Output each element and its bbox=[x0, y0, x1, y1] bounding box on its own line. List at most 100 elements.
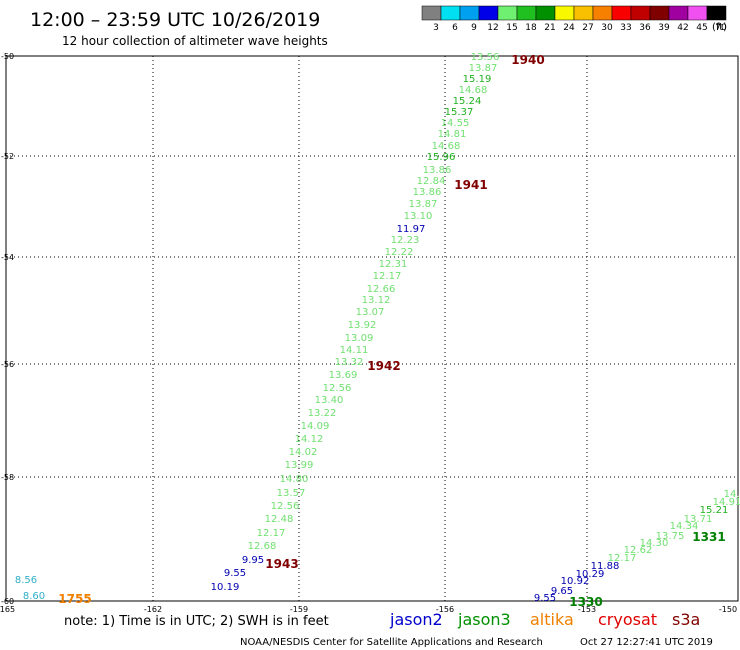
altimeter-tracks: 13.5613.8715.1914.6815.2415.3714.5514.81… bbox=[15, 52, 740, 609]
scale-swatch bbox=[668, 5, 689, 21]
wave-height-value: 14.80 bbox=[280, 474, 309, 485]
wave-height-value: 13.32 bbox=[335, 357, 364, 368]
wave-height-value: 13.99 bbox=[285, 460, 314, 471]
latitude-label: -56 bbox=[1, 360, 14, 369]
longitude-label: -156 bbox=[436, 605, 454, 614]
wave-height-value: 12.62 bbox=[624, 545, 653, 556]
wave-height-value: 14.55 bbox=[441, 118, 470, 129]
wave-height-value: 12.17 bbox=[373, 271, 402, 282]
scale-swatch bbox=[440, 5, 461, 21]
scale-swatch bbox=[687, 5, 708, 21]
scale-tick-label: 27 bbox=[582, 23, 593, 33]
footer-generated: Oct 27 12:27:41 UTC 2019 bbox=[580, 637, 713, 648]
wave-height-value: 13.92 bbox=[348, 320, 377, 331]
scale-tick-label: 15 bbox=[506, 23, 517, 33]
wave-height-value: 12.22 bbox=[385, 247, 414, 258]
scale-tick-label: 39 bbox=[658, 23, 670, 33]
latitude-label: -52 bbox=[1, 152, 14, 161]
scale-swatch bbox=[630, 5, 651, 21]
wave-height-value: 13.40 bbox=[315, 395, 344, 406]
wave-height-value: 13.87 bbox=[469, 63, 498, 74]
scale-tick-label: 9 bbox=[471, 23, 477, 33]
satellite-legend-item: jason3 bbox=[457, 610, 511, 629]
wave-height-value: 13.69 bbox=[329, 370, 358, 381]
wave-height-value: 14.68 bbox=[432, 141, 461, 152]
wave-height-value: 9.65 bbox=[551, 586, 573, 597]
wave-height-value: 13.86 bbox=[413, 187, 442, 198]
wave-height-value: 10.92 bbox=[561, 576, 590, 587]
longitude-label: -150 bbox=[719, 605, 737, 614]
wave-height-value: 14.81 bbox=[438, 129, 467, 140]
wave-height-value: 12.56 bbox=[323, 383, 352, 394]
satellite-legend-item: s3a bbox=[672, 610, 700, 629]
scale-swatch bbox=[649, 5, 670, 21]
time-label: 1941 bbox=[454, 178, 487, 192]
latitude-label: -58 bbox=[1, 473, 14, 482]
time-label: 1331 bbox=[692, 530, 725, 544]
longitude-label: -165 bbox=[0, 605, 15, 614]
wave-height-value: 13.75 bbox=[656, 531, 685, 542]
wave-height-value: 15.24 bbox=[453, 96, 482, 107]
wave-height-value: 9.55 bbox=[534, 593, 556, 604]
lat-lon-grid bbox=[6, 56, 738, 601]
wave-height-color-scale: 3 6 9 12 15 18 21 24 27 30 33 36 39 42 45 70 bbox=[421, 5, 727, 33]
time-label: 1943 bbox=[265, 557, 298, 571]
map-frame bbox=[5, 55, 739, 602]
wave-height-value: 13.56 bbox=[471, 52, 500, 63]
wave-height-value: 15.96 bbox=[427, 152, 456, 163]
wave-height-value: 10.19 bbox=[211, 582, 240, 593]
wave-height-value: 14.68 bbox=[459, 85, 488, 96]
time-label: 1330 bbox=[569, 595, 602, 609]
scale-swatch bbox=[459, 5, 480, 21]
scale-tick-label: 18 bbox=[525, 23, 537, 33]
page-subtitle: 12 hour collection of altimeter wave hei… bbox=[62, 34, 328, 48]
wave-height-value: 12.17 bbox=[257, 528, 286, 539]
scale-tick-label: 12 bbox=[487, 23, 498, 33]
wave-height-value: 15.21 bbox=[700, 505, 729, 516]
wave-height-value: 13.87 bbox=[409, 199, 438, 210]
wave-height-value: 12.68 bbox=[248, 541, 277, 552]
wave-height-value: 14.02 bbox=[289, 447, 318, 458]
wave-height-value: 15.37 bbox=[445, 107, 474, 118]
wave-height-value: 12.48 bbox=[265, 514, 294, 525]
time-label: 1942 bbox=[367, 359, 400, 373]
scale-tick-label: 36 bbox=[639, 23, 651, 33]
scale-tick-label: 6 bbox=[452, 23, 458, 33]
wave-height-value: 12.66 bbox=[367, 284, 396, 295]
wave-height-value: 11.97 bbox=[397, 224, 426, 235]
scale-tick-label: 3 bbox=[433, 23, 439, 33]
wave-height-value: 14.34 bbox=[670, 521, 699, 532]
scale-tick-label: 24 bbox=[563, 23, 575, 33]
wave-height-value: 13.22 bbox=[308, 408, 337, 419]
wave-height-value: 14.15 bbox=[724, 489, 740, 500]
satellite-legend-item: jason2 bbox=[389, 610, 443, 629]
longitude-label: -153 bbox=[578, 605, 596, 614]
scale-tick-label: 30 bbox=[601, 23, 613, 33]
scale-tick-label: 21 bbox=[544, 23, 555, 33]
wave-height-value: 9.95 bbox=[242, 555, 264, 566]
scale-swatch bbox=[516, 5, 537, 21]
scale-swatch bbox=[478, 5, 499, 21]
scale-swatch bbox=[573, 5, 594, 21]
wave-height-value: 12.31 bbox=[379, 259, 408, 270]
wave-height-value: 13.86 bbox=[423, 165, 452, 176]
time-label: 1755 bbox=[58, 592, 91, 606]
scale-swatch bbox=[535, 5, 556, 21]
satellite-legend: jason2 jason3 altika cryosat s3a bbox=[389, 610, 700, 629]
wave-height-value: 14.30 bbox=[640, 538, 669, 549]
scale-swatch bbox=[554, 5, 575, 21]
axis-labels: -50 -52 -54 -56 -58 -60-165 -162 -159 -156 -153 -1… bbox=[0, 52, 737, 614]
wave-height-value: 8.56 bbox=[15, 575, 37, 586]
scale-tick-label: 45 bbox=[696, 23, 707, 33]
time-label: 1940 bbox=[511, 53, 544, 67]
wave-height-value: 14.91 bbox=[713, 497, 740, 508]
footer-note: note: 1) Time is in UTC; 2) SWH is in fe… bbox=[64, 614, 329, 629]
wave-height-value: 14.12 bbox=[295, 434, 324, 445]
satellite-legend-item: altika bbox=[530, 610, 574, 629]
wave-height-value: 13.07 bbox=[356, 307, 385, 318]
wave-height-value: 13.09 bbox=[345, 333, 374, 344]
wave-height-value: 10.29 bbox=[576, 569, 605, 580]
scale-tick-label: 42 bbox=[677, 23, 688, 33]
